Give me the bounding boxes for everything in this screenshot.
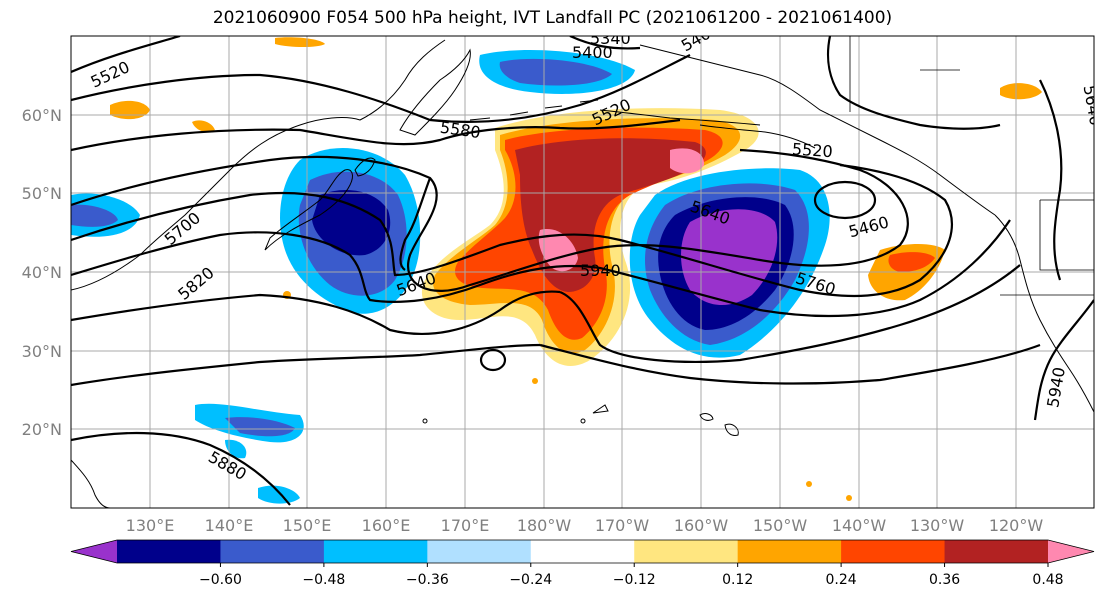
lon-label: 180°W — [517, 516, 572, 535]
lon-label: 140°W — [832, 516, 887, 535]
colorbar-extend-low — [71, 540, 117, 563]
lat-label: 30°N — [22, 342, 62, 361]
colorbar-extend-high — [1048, 540, 1094, 563]
lat-label: 60°N — [22, 106, 62, 125]
negative-anomaly-philippine-sea — [195, 403, 304, 504]
contour-label: 5400 — [572, 43, 613, 62]
lon-label: 120°W — [989, 516, 1044, 535]
map-frame — [70, 35, 1095, 509]
lat-label: 40°N — [22, 263, 62, 282]
colorbar: −0.60 −0.48 −0.36 −0.24 −0.12 0.12 0.24 0.36 0.4… — [70, 539, 1095, 588]
latitude-labels: 60°N 50°N 40°N 30°N 20°N — [22, 106, 62, 439]
colorbar-tick-label: −0.12 — [613, 572, 656, 588]
lon-label: 160°E — [362, 516, 411, 535]
coastlines — [71, 39, 1094, 508]
height-contours — [71, 36, 1094, 506]
colorbar-tick-label: −0.24 — [509, 572, 552, 588]
colorbar-outline — [70, 539, 1095, 564]
positive-anomaly-small-patches — [110, 37, 1042, 501]
colorbar-segment — [323, 540, 428, 563]
colorbar-tick-label: 0.12 — [722, 572, 753, 588]
lat-label: 50°N — [22, 184, 62, 203]
lon-label: 170°E — [441, 516, 490, 535]
colorbar-segment — [220, 540, 325, 563]
map-title: 2021060900 F054 500 hPa height, IVT Land… — [212, 8, 893, 28]
colorbar-tick-label: 0.24 — [826, 572, 857, 588]
colorbar-tick-label: −0.48 — [302, 572, 345, 588]
negative-anomaly-west-edge — [71, 193, 140, 237]
contour-label: 5940 — [580, 261, 621, 280]
negative-anomaly-bering — [479, 50, 635, 94]
negative-anomaly-northeast-pacific — [629, 168, 830, 358]
colorbar-tick-label: 0.48 — [1032, 572, 1063, 588]
colorbar-segment — [944, 540, 1049, 563]
colorbar-segment — [427, 540, 532, 563]
lon-label: 150°W — [753, 516, 808, 535]
colorbar-segment — [117, 540, 221, 563]
lon-label: 160°W — [674, 516, 729, 535]
colorbar-segment — [841, 540, 946, 563]
contour-label: 5520 — [791, 139, 833, 161]
colorbar-segment — [737, 540, 842, 563]
lon-label: 170°W — [595, 516, 650, 535]
borders — [849, 36, 1094, 296]
colorbar-segment — [634, 540, 739, 563]
lon-label: 130°E — [126, 516, 175, 535]
colorbar-tick-label: −0.60 — [199, 572, 242, 588]
colorbar-segment — [530, 540, 635, 563]
graticule — [71, 36, 1094, 508]
lat-label: 20°N — [22, 420, 62, 439]
longitude-labels: 130°E 140°E 150°E 160°E 170°E 180°W 170°… — [126, 516, 1044, 535]
contour-label: 5340 — [590, 29, 631, 48]
lon-label: 150°E — [283, 516, 332, 535]
colorbar-tick-label: 0.36 — [929, 572, 960, 588]
colorbar-tick-label: −0.36 — [406, 572, 449, 588]
lon-label: 130°W — [910, 516, 965, 535]
lon-label: 140°E — [205, 516, 254, 535]
